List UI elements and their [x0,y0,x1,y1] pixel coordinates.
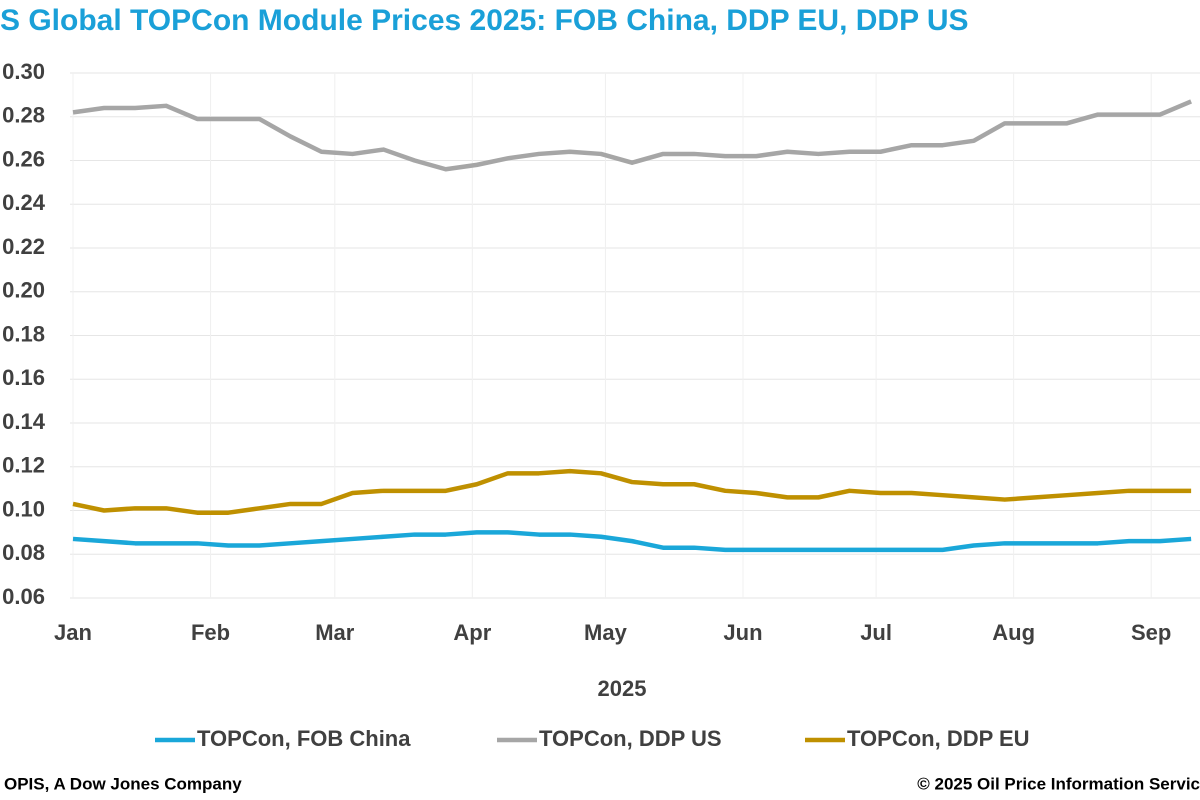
source: OPIS, A Dow Jones Company [4,774,242,793]
x-tick-label: Jul [860,620,892,645]
series-line [72,530,1192,553]
y-tick-label: 0.06 [2,584,45,609]
legend-label: TOPCon, DDP US [539,726,722,751]
y-tick-label: 0.08 [2,540,45,565]
x-tick-label: Jun [723,620,762,645]
y-tick-label: 0.30 [2,59,45,84]
copyright: © 2025 Oil Price Information Servic [917,774,1200,793]
x-tick-label: Jan [54,620,92,645]
x-tick-label: Feb [191,620,230,645]
y-tick-label: 0.22 [2,234,45,259]
y-tick-label: 0.26 [2,146,45,171]
legend-label: TOPCon, DDP EU [847,726,1030,751]
x-axis-label: 2025 [598,676,647,701]
x-tick-label: Sep [1131,620,1171,645]
series-line [72,99,1193,172]
x-tick-label: Mar [315,620,355,645]
y-tick-label: 0.20 [2,278,45,303]
y-tick-label: 0.16 [2,365,45,390]
y-tick-label: 0.28 [2,103,45,128]
x-tick-label: Aug [992,620,1035,645]
x-tick-label: Apr [453,620,491,645]
legend-label: TOPCon, FOB China [197,726,411,751]
series-line [72,468,1192,515]
chart-title: S Global TOPCon Module Prices 2025: FOB … [0,4,969,37]
y-tick-label: 0.18 [2,321,45,346]
y-tick-label: 0.14 [2,409,46,434]
y-tick-label: 0.12 [2,453,45,478]
y-tick-label: 0.10 [2,496,45,521]
x-tick-label: May [584,620,628,645]
y-tick-label: 0.24 [2,190,46,215]
